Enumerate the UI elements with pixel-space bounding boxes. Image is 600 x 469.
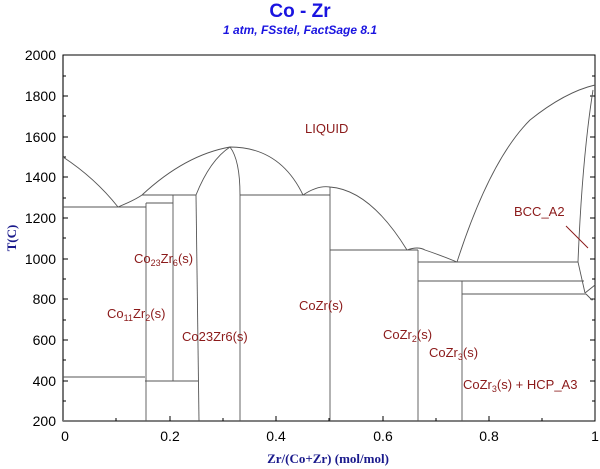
svg-text:600: 600 xyxy=(33,332,57,348)
x-axis-title: Zr/(Co+Zr) (mol/mol) xyxy=(267,451,389,466)
label-cozr3-hcp: CoZr3(s) + HCP_A3 xyxy=(463,377,577,394)
svg-text:1800: 1800 xyxy=(25,88,56,104)
label-co23zr6: Co23Zr6(s) xyxy=(134,251,193,268)
x-tick-labels: 0 0.2 0.4 0.6 0.8 1 xyxy=(61,428,599,444)
svg-text:1000: 1000 xyxy=(25,251,56,267)
y-tick-labels: 2000 1800 1600 1400 1200 1000 800 600 40… xyxy=(25,47,56,429)
svg-text:0.2: 0.2 xyxy=(160,428,180,444)
label-cozr: CoZr(s) xyxy=(299,298,343,313)
label-co11zr2: Co11Zr2(s) xyxy=(107,306,165,323)
svg-text:2000: 2000 xyxy=(25,47,56,63)
bcc-pointer-line xyxy=(565,225,589,249)
chart-title: Co - Zr xyxy=(269,1,331,22)
y-axis-title: T(C) xyxy=(4,225,19,252)
svg-text:800: 800 xyxy=(33,291,57,307)
svg-text:0.4: 0.4 xyxy=(266,428,286,444)
label-cozr3: CoZr3(s) xyxy=(429,345,478,362)
svg-text:1400: 1400 xyxy=(25,169,56,185)
svg-text:0: 0 xyxy=(61,428,69,444)
svg-text:1: 1 xyxy=(591,428,599,444)
svg-text:1600: 1600 xyxy=(25,129,56,145)
label-laves-c15: Co23Zr6(s) xyxy=(182,329,248,344)
svg-text:400: 400 xyxy=(33,373,57,389)
y-ticks xyxy=(63,54,595,421)
plot-frame xyxy=(62,54,596,422)
phase-boundaries xyxy=(62,84,596,422)
chart-subtitle: 1 atm, FSstel, FactSage 8.1 xyxy=(222,23,378,37)
label-liquid: LIQUID xyxy=(305,121,348,136)
svg-text:0.8: 0.8 xyxy=(479,428,499,444)
svg-text:1200: 1200 xyxy=(25,210,56,226)
svg-text:200: 200 xyxy=(33,413,57,429)
label-cozr2: CoZr2(s) xyxy=(383,327,432,344)
label-bcc-a2: BCC_A2 xyxy=(514,204,565,219)
svg-text:0.6: 0.6 xyxy=(373,428,393,444)
